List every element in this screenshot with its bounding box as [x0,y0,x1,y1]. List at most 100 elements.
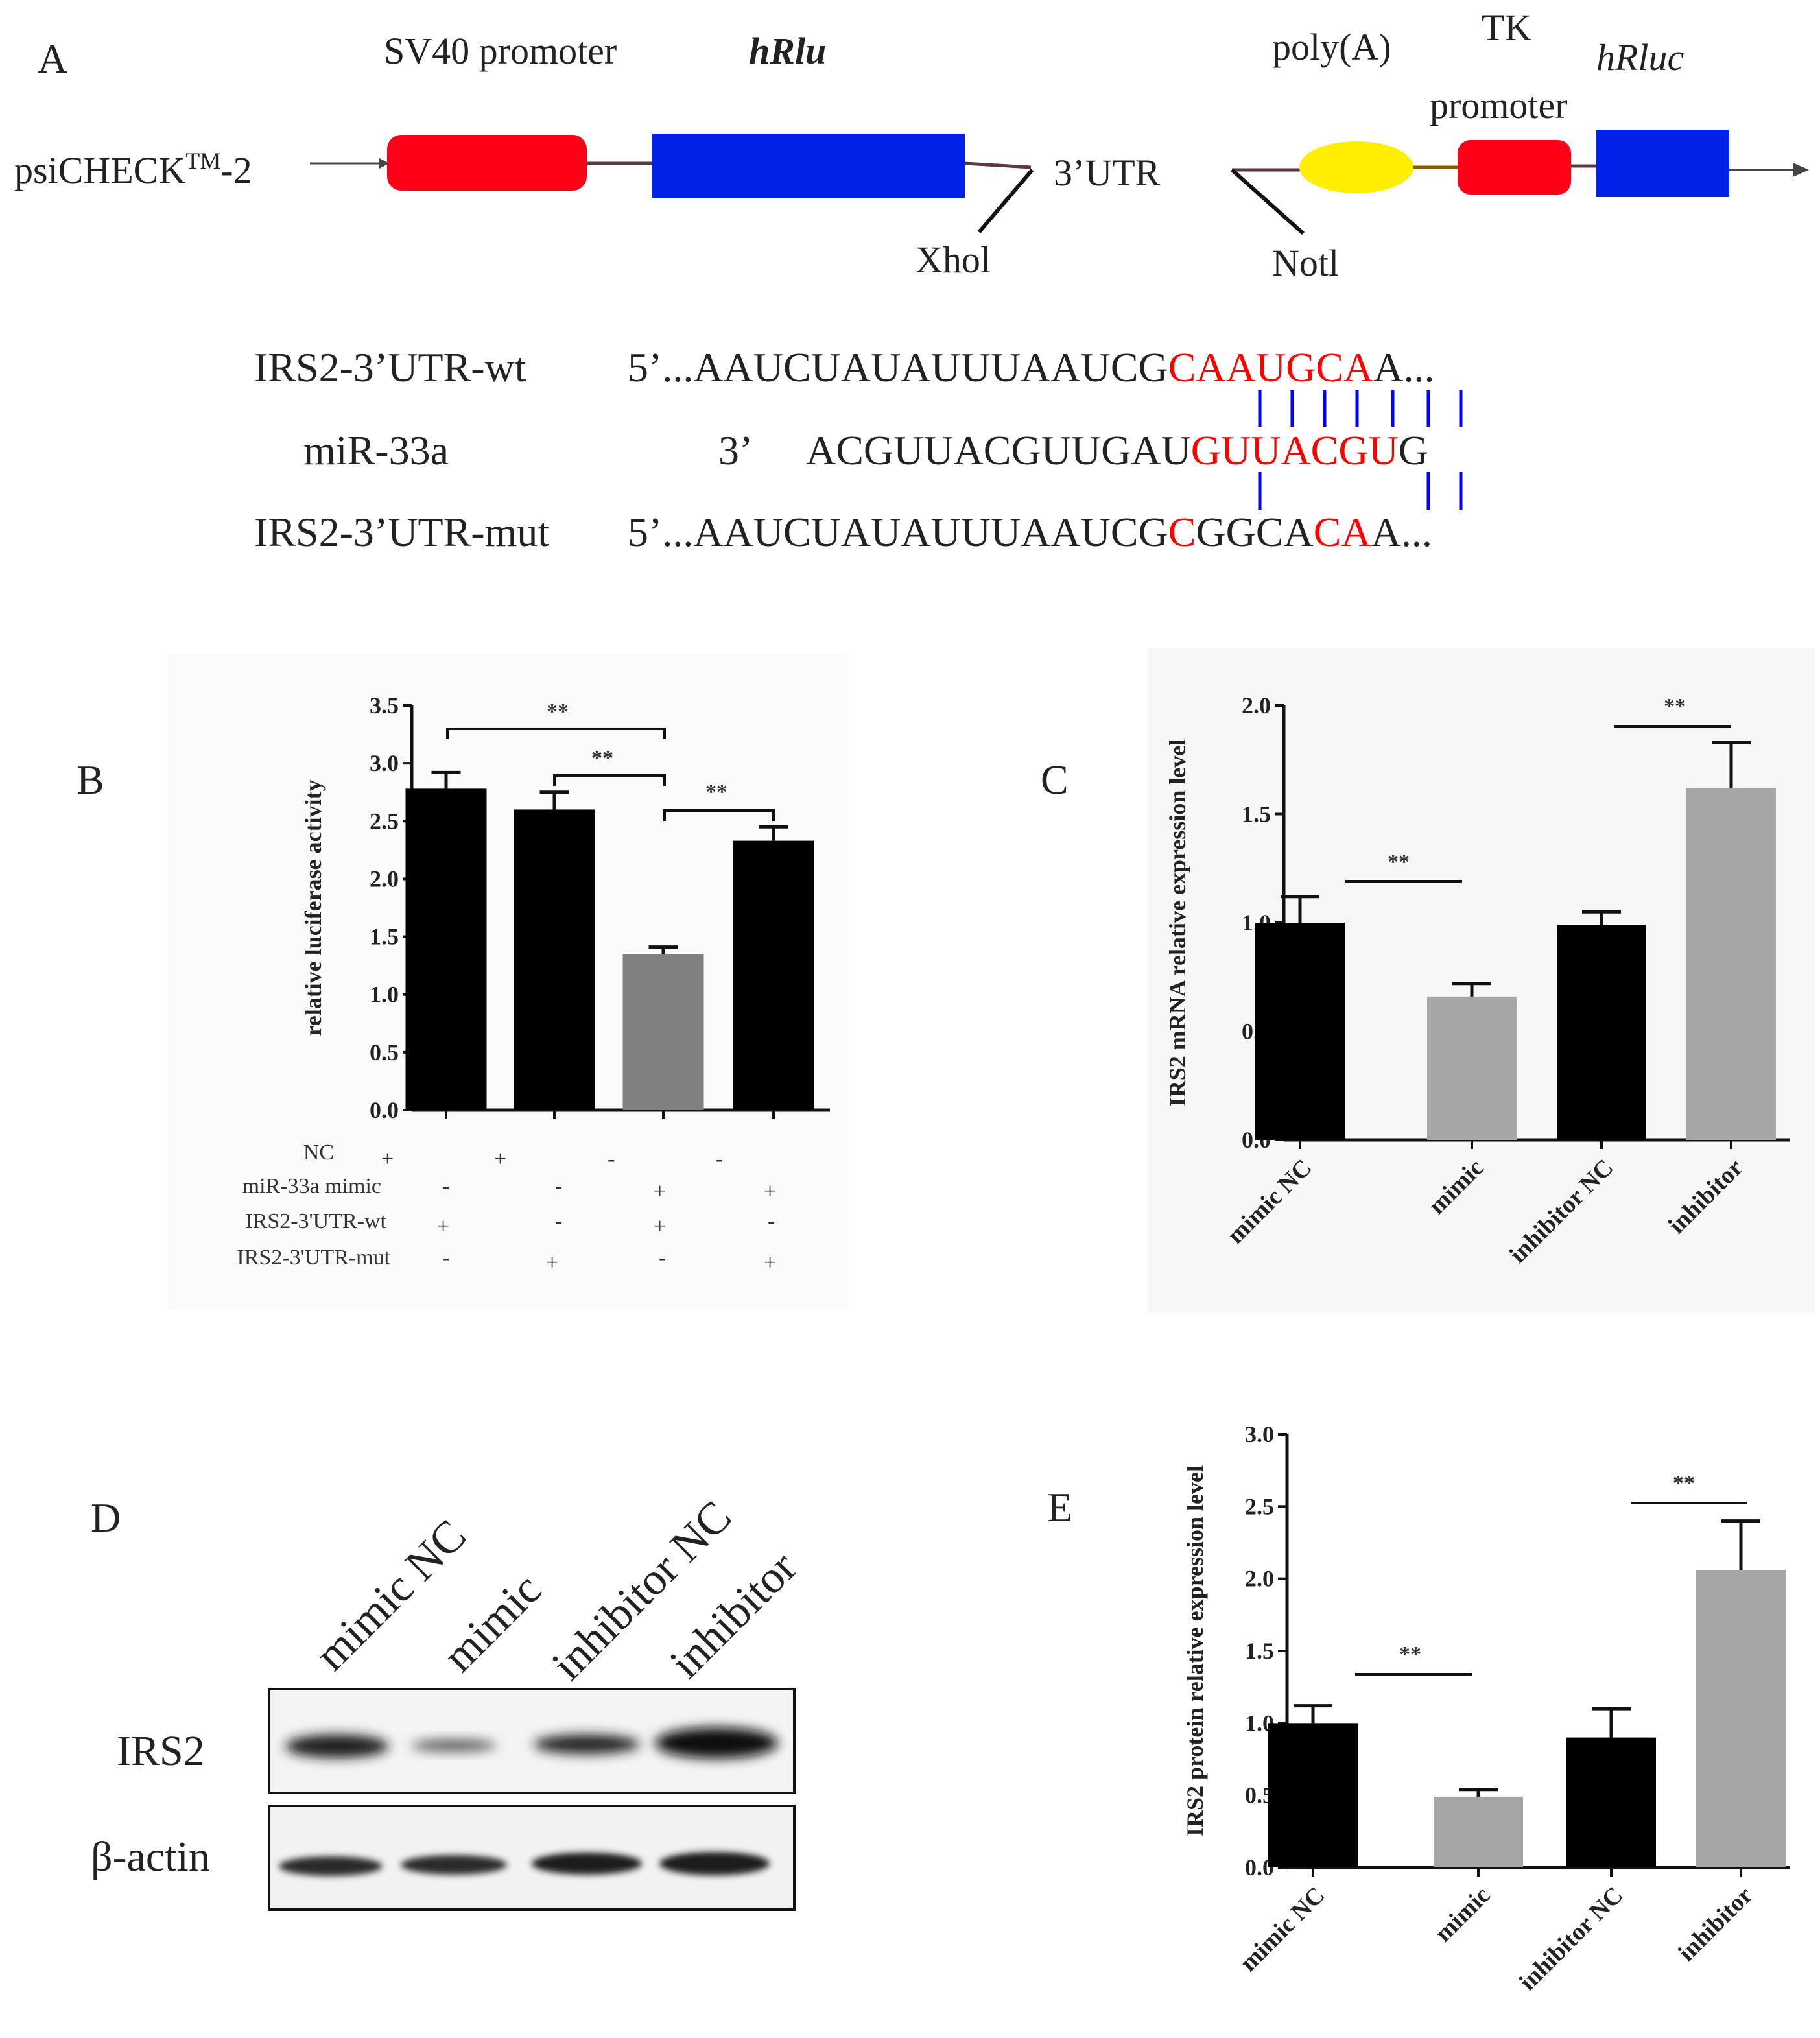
band-actin-4 [659,1852,770,1875]
mut-sequence: 5’...AAUCUAUAUUUAAUCGCGGCACAA... [628,509,1432,555]
chart-c-ytick-label: 1.5 [1242,801,1271,827]
band-actin-2 [401,1855,507,1875]
mir-prefix: 3’ [718,427,753,473]
chart-b-ytick-label: 3.5 [370,693,399,718]
lane-label-2: mimic [434,1564,551,1681]
wt-row-name: IRS2-3’UTR-wt [254,344,526,390]
chart-e-y-axis-title: IRS2 protein relative expression level [1182,1465,1208,1836]
cond-label-mimic: miR-33a mimic [242,1174,381,1198]
cond-label-wt: IRS2-3'UTR-wt [245,1209,386,1233]
wb-row-actin: β-actin [91,1833,210,1880]
panel-e-letter: E [1047,1484,1072,1530]
notl-label: Notl [1272,242,1339,284]
polya-label: poly(A) [1272,26,1391,68]
chart-e-xtick-label-4: inhibitor [1673,1882,1758,1967]
chart-b-ytick-label: 1.5 [370,924,399,950]
cond-sign-0-1: + [494,1147,506,1171]
cond-label-nc: NC [303,1141,334,1165]
chart-b: 0.0 0.5 1.0 1.5 2.0 2.5 3.0 3.5 relative lucifer… [300,693,830,1123]
chart-b-ytick-label: 1.0 [370,982,399,1008]
cond-sign-3-0: - [442,1246,449,1270]
hrluc-label: hRluc [1596,36,1684,78]
chart-e-ytick-label: 1.5 [1245,1638,1274,1664]
chart-b-bar-3 [622,954,704,1110]
cond-sign-1-0: - [442,1174,449,1198]
chart-e-bar-3 [1566,1737,1656,1867]
sig-bracket-b-3 [663,809,775,821]
sv40-promoter-box [387,135,587,191]
vector-label: psiCHECKTM-2 [14,148,252,191]
hrlu-label: hRlu [749,30,826,72]
cond-sign-2-0: + [437,1215,449,1238]
chart-b-bar-4 [733,840,814,1110]
chart-e-ytick-label: 2.5 [1245,1493,1274,1519]
chart-e-ytick-label: 2.0 [1245,1566,1274,1592]
band-irs2-2 [411,1740,497,1751]
chart-b-ytick-label: 2.5 [370,808,399,834]
chart-c-ytick-label: 2.0 [1242,693,1271,718]
wb-row-irs2: IRS2 [117,1727,205,1775]
backbone-arrowhead [1793,163,1809,177]
tk-promoter-box [1458,140,1571,195]
chart-b-ytick-label: 3.0 [370,750,399,776]
sig-label-e-1: ** [1399,1642,1421,1666]
chart-b-bar-2 [514,809,595,1110]
panel-d: D mimic NC mimic inhibitor NC inhibitor … [91,1491,807,1911]
panel-a: A psiCHECKTM-2 SV40 promoter hRlu Xhol 3… [14,6,1809,555]
panel-b-letter: B [77,757,104,803]
mir-sequence: ACGUUACGUUGAUGUUACGUG [806,427,1428,473]
sig-label-c-1: ** [1388,850,1410,874]
chart-b-y-axis-title: relative luciferase activity [300,779,326,1036]
backbone-2 [964,161,1032,169]
polya-ellipse [1299,141,1413,193]
band-irs2-4 [655,1727,778,1759]
chart-b-ytick-label: 0.0 [370,1097,399,1123]
utr-label: 3’UTR [1054,152,1161,194]
band-actin-1 [279,1856,383,1876]
chart-e-xtick-label-1: mimic NC [1235,1882,1330,1977]
chart-e-bar-2 [1434,1796,1523,1867]
mir-row-name: miR-33a [303,427,449,473]
cond-sign-0-3: - [716,1147,723,1171]
sig-label-b-2: ** [591,746,613,770]
panel-d-letter: D [91,1495,121,1541]
chart-e-ytick-label: 3.0 [1245,1421,1274,1447]
band-irs2-3 [534,1735,640,1754]
wt-sequence: 5’...AAUCUAUAUUUAAUCGCAAUGCAA... [628,344,1434,390]
sv40-label: SV40 promoter [384,30,617,72]
hrluc-box [1596,130,1729,197]
chart-c-bar-1 [1255,923,1345,1140]
chart-c-bar-4 [1686,788,1776,1140]
chart-e-bar-4 [1696,1570,1786,1867]
sig-label-b-1: ** [547,700,569,724]
blot-irs2-bands [285,1727,778,1759]
panel-b-conditions: NC + + - - miR-33a mimic - - + + IRS2-3'… [237,1141,776,1275]
sig-bracket-b-1 [446,728,666,739]
band-irs2-1 [285,1735,389,1758]
cond-sign-1-3: + [764,1179,776,1203]
tk-label: TK [1482,6,1531,49]
cond-sign-0-2: - [608,1147,615,1171]
promoter-label: promoter [1430,84,1568,126]
cond-sign-0-0: + [381,1147,394,1171]
sig-label-e-2: ** [1673,1471,1695,1495]
sig-bracket-b-2 [553,774,666,786]
panel-c-letter: C [1041,757,1069,803]
chart-c-bar-2 [1427,996,1517,1140]
base-pairing-lines [1258,390,1463,510]
chart-e-xtick-label-3: inhibitor NC [1514,1882,1628,1996]
chart-c-bar-3 [1557,925,1646,1140]
vector-arrowhead [379,158,389,169]
blot-actin-bands [279,1852,770,1876]
chart-b-ytick-label: 0.5 [370,1039,399,1065]
chart-e-xtick-label-2: mimic [1430,1882,1495,1947]
chart-b-ytick-label: 2.0 [370,866,399,892]
panel-a-letter: A [38,36,67,82]
sig-label-b-3: ** [705,780,727,804]
mut-row-name: IRS2-3’UTR-mut [254,509,549,555]
cond-sign-3-1: + [546,1251,558,1275]
notl-cut-line [1231,168,1305,235]
